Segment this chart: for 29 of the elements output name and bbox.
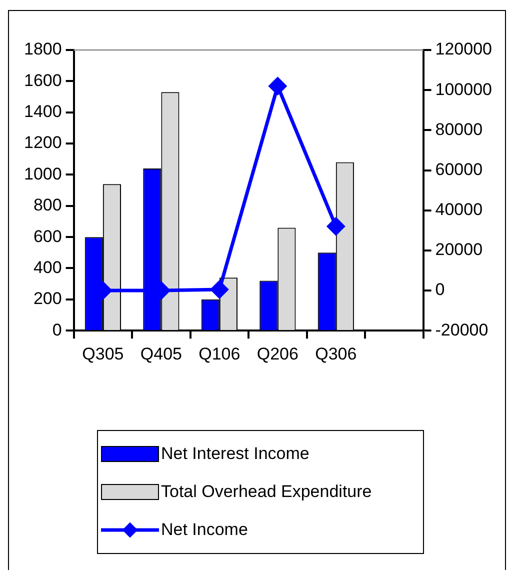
legend-label: Net Income — [161, 520, 248, 540]
y2-tick-label: 0 — [435, 280, 445, 300]
y2-tick-label: 100000 — [435, 80, 492, 99]
y2-tick-label: 80000 — [435, 120, 483, 139]
x-tick-label: Q305 — [82, 344, 124, 364]
y-tick-label: 1000 — [24, 164, 62, 184]
y2-tick-label: 60000 — [435, 160, 483, 179]
point — [210, 280, 228, 298]
y-tick-label: 400 — [33, 258, 62, 277]
y-tick-label: 600 — [33, 226, 62, 246]
y-tick-label: 0 — [52, 320, 62, 340]
x-tick-label: Q405 — [140, 344, 182, 364]
x-tick-label: Q206 — [256, 344, 298, 364]
point — [327, 218, 345, 236]
legend-label: Net Interest Income — [161, 444, 310, 464]
y-tick-label: 200 — [33, 289, 62, 308]
y-tick-label: 1800 — [24, 40, 62, 59]
y-tick-label: 1200 — [24, 133, 62, 152]
point — [268, 77, 286, 95]
y-tick-label: 1600 — [24, 70, 62, 90]
x-tick-label: Q306 — [315, 344, 357, 364]
y2-tick-label: 20000 — [435, 240, 483, 260]
legend-label: Total Overhead Expenditure — [161, 482, 372, 502]
y2-tick-label: -20000 — [435, 320, 488, 340]
x-tick-label: Q106 — [198, 344, 240, 364]
y2-tick-label: 40000 — [435, 200, 483, 220]
y-tick-label: 1400 — [24, 102, 62, 122]
y2-tick-label: 120000 — [435, 40, 492, 59]
y-tick-label: 800 — [33, 196, 62, 215]
